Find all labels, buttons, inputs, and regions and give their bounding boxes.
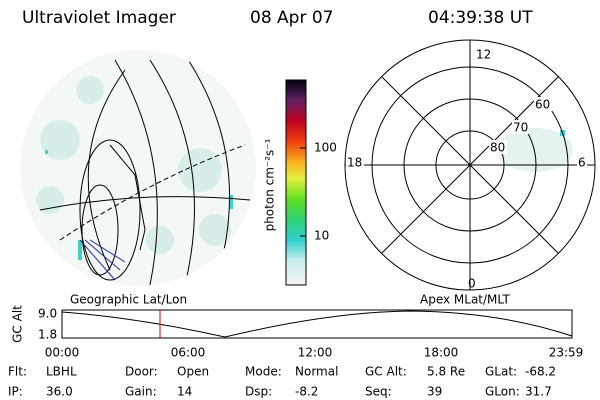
timeline-frame	[61, 309, 573, 339]
time: 04:39:38 UT	[428, 8, 533, 28]
info-value: 39	[427, 385, 442, 399]
colorbar-label: photon cm⁻²s⁻¹	[263, 138, 277, 231]
info-value: Open	[177, 365, 209, 379]
mlt-label: 18	[347, 156, 362, 170]
colorbar-tick: 10	[314, 229, 329, 243]
mlat-label: 70	[513, 121, 528, 135]
colorbar	[285, 79, 307, 286]
altitude-curve	[61, 310, 573, 338]
info-label: GC Alt:	[365, 365, 407, 379]
timeline-title: Geographic Lat/Lon	[70, 293, 187, 307]
timeline-title: Apex MLat/MLT	[420, 293, 510, 307]
mlat-label: 80	[490, 141, 505, 155]
x-tick-label: 18:00	[424, 346, 459, 360]
mlt-label: 6	[578, 156, 586, 170]
info-value: LBHL	[46, 365, 77, 379]
x-tick-label: 23:59	[549, 346, 584, 360]
y-label: GC Alt	[11, 305, 25, 343]
info-value: 5.8 Re	[427, 365, 465, 379]
mlt-label: 0	[468, 277, 476, 291]
info-label: Gain:	[125, 385, 157, 399]
x-tick-label: 06:00	[171, 346, 206, 360]
info-value: Normal	[295, 365, 338, 379]
info-value: 31.7	[525, 385, 552, 399]
mlat-label: 60	[535, 98, 550, 112]
info-label: Door:	[125, 365, 158, 379]
x-tick-label: 12:00	[298, 346, 333, 360]
info-panel: Flt: LBHL Door: Open Mode: Normal GC Alt: 5.8 R…	[8, 365, 556, 399]
info-label: IP:	[8, 385, 23, 399]
info-value: 36.0	[46, 385, 73, 399]
info-value: -68.2	[525, 365, 556, 379]
y-tick-label: 1.8	[38, 328, 57, 342]
info-label: Flt:	[8, 365, 27, 379]
y-tick-label: 9.0	[38, 307, 57, 321]
date: 08 Apr 07	[250, 8, 333, 28]
mlt-label: 12	[476, 48, 491, 62]
title: Ultraviolet Imager	[22, 8, 176, 28]
polar-plot	[344, 39, 596, 291]
info-label: Mode:	[245, 365, 282, 379]
info-label: Dsp:	[245, 385, 272, 399]
info-label: Seq:	[365, 385, 392, 399]
geographic-image	[20, 50, 256, 286]
info-label: GLon:	[485, 385, 520, 399]
colorbar-tick: 100	[314, 141, 337, 155]
info-value: 14	[177, 385, 192, 399]
info-label: GLat:	[485, 365, 517, 379]
x-tick-label: 00:00	[45, 346, 80, 360]
info-value: -8.2	[295, 385, 318, 399]
